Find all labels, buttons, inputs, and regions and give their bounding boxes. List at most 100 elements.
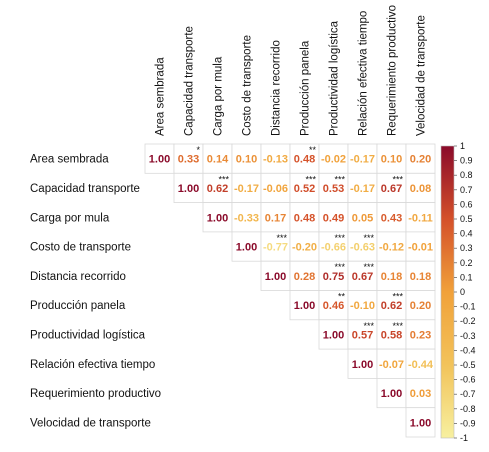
matrix-cell: [318, 172, 349, 204]
correlation-value: 0.48: [294, 154, 315, 166]
correlation-value: -0.17: [350, 183, 375, 195]
significance-stars: **: [338, 292, 346, 302]
correlation-value: 0.62: [381, 300, 402, 312]
correlation-value: 1.00: [294, 300, 315, 312]
correlation-value: 0.03: [410, 388, 431, 400]
matrix-cell: [260, 231, 291, 262]
matrix-cell: [231, 202, 262, 233]
colorbar-tick-label: 0: [460, 287, 465, 297]
colorbar-tick-label: 0.6: [460, 199, 473, 209]
correlation-value: 0.18: [410, 271, 431, 283]
correlation-value: 1.00: [352, 359, 373, 371]
matrix-cell: [202, 202, 233, 233]
matrix-cell: [260, 260, 291, 291]
column-label: Distancia recorrido: [271, 40, 283, 136]
correlation-value: 0.20: [410, 300, 431, 312]
colorbar-tick-label: 0.4: [460, 229, 473, 239]
row-label: Carga por mula: [30, 212, 110, 224]
column-label: Velocidad de transporte: [416, 15, 428, 136]
row-label: Producción panela: [30, 300, 126, 312]
correlation-value: 0.49: [323, 212, 344, 224]
matrix-cell: [202, 172, 233, 204]
correlation-value: 1.00: [236, 242, 257, 254]
correlation-value: 0.18: [381, 271, 402, 283]
correlation-value: 1.00: [178, 183, 199, 195]
correlation-value: 0.58: [381, 329, 402, 341]
correlation-value: -0.17: [350, 154, 375, 166]
row-label: Requerimiento productivo: [30, 388, 161, 400]
significance-stars: **: [309, 145, 317, 155]
correlation-value: 0.48: [294, 212, 315, 224]
matrix-cell: [289, 202, 320, 233]
matrix-cell: [260, 202, 291, 233]
correlation-value: 0.10: [381, 154, 402, 166]
correlation-value: 0.67: [352, 271, 373, 283]
correlation-value: 0.67: [381, 183, 402, 195]
row-label: Productividad logística: [30, 329, 146, 341]
colorbar: [440, 145, 455, 439]
significance-stars: ***: [392, 174, 403, 184]
colorbar-tick-label: 0.2: [460, 258, 473, 268]
correlation-value: 1.00: [381, 388, 402, 400]
row-label: Area sembrada: [30, 154, 109, 166]
matrix-cell: [318, 290, 349, 321]
correlation-value: -0.13: [263, 154, 288, 166]
matrix-cell: [405, 348, 436, 379]
column-label: Requerimiento productivo: [387, 5, 399, 136]
correlation-value: 0.10: [236, 154, 257, 166]
significance-stars: ***: [363, 233, 374, 243]
correlation-value: 0.43: [381, 212, 402, 224]
correlation-value: -0.33: [234, 212, 259, 224]
matrix-cell: [405, 377, 436, 409]
matrix-cell: [289, 143, 320, 174]
colorbar-tick-label: -0.4: [460, 345, 476, 355]
column-label: Capacidad transporte: [184, 26, 196, 136]
correlation-value: 0.14: [207, 154, 229, 166]
matrix-cell: [347, 319, 378, 350]
correlation-value: 0.20: [410, 154, 431, 166]
matrix-cell: [347, 172, 378, 204]
matrix-cell: [405, 143, 436, 174]
correlation-value: -0.77: [263, 242, 288, 254]
colorbar-tick-label: -0.3: [460, 331, 476, 341]
correlation-value: 0.57: [352, 329, 373, 341]
colorbar-tick-label: 0.8: [460, 170, 473, 180]
correlation-value: 0.62: [207, 183, 228, 195]
matrix-cell: [318, 260, 349, 291]
correlation-value: 0.33: [178, 154, 199, 166]
correlation-value: 1.00: [207, 212, 228, 224]
correlation-value: -0.02: [321, 154, 346, 166]
column-label: Producción panela: [300, 40, 312, 136]
correlation-value: 0.46: [323, 300, 344, 312]
correlation-value: -0.06: [263, 183, 288, 195]
matrix-cell: [376, 319, 407, 350]
matrix-cell: [289, 290, 320, 321]
matrix-cell: [260, 172, 291, 204]
matrix-cell: [231, 231, 262, 262]
correlation-value: 0.23: [410, 329, 431, 341]
significance-stars: ***: [334, 262, 345, 272]
matrix-cell: [376, 377, 407, 409]
row-label: Capacidad transporte: [30, 183, 140, 195]
colorbar-tick-label: -1: [460, 433, 468, 443]
significance-stars: ***: [218, 174, 229, 184]
correlation-value: -0.66: [321, 242, 346, 254]
correlation-value: 0.17: [265, 212, 286, 224]
correlation-value: 0.52: [294, 183, 315, 195]
significance-stars: ***: [392, 292, 403, 302]
correlation-value: -0.11: [408, 212, 432, 224]
colorbar-tick-label: 0.9: [460, 156, 473, 166]
row-label: Relación efectiva tiempo: [30, 359, 155, 371]
matrix-cell: [405, 172, 436, 204]
significance-stars: ***: [363, 262, 374, 272]
matrix-cell: [347, 143, 378, 174]
correlation-value: 0.28: [294, 271, 315, 283]
matrix-cell: [144, 143, 175, 174]
correlation-value: 0.75: [323, 271, 344, 283]
correlation-value: 1.00: [149, 154, 170, 166]
correlation-value: -0.20: [292, 242, 317, 254]
matrix-cell: [405, 407, 436, 438]
matrix-cell: [318, 319, 349, 350]
matrix-cell: [405, 202, 436, 233]
correlation-value: 1.00: [265, 271, 286, 283]
